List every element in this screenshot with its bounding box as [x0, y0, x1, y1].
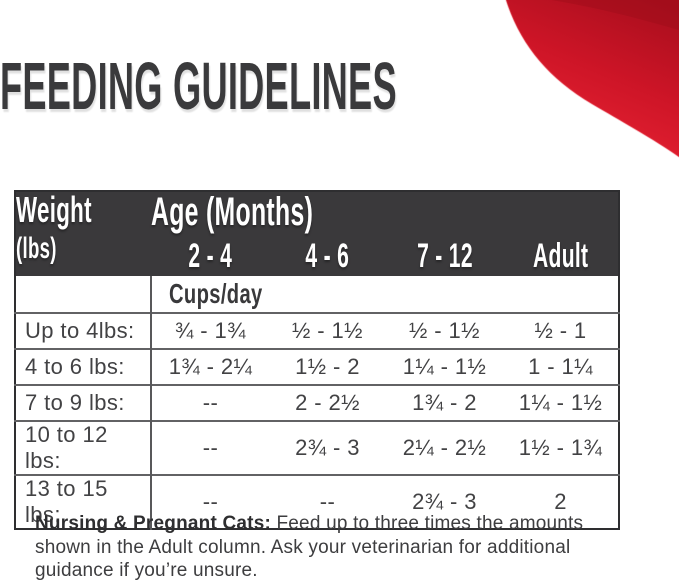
value-cell: ½ - 1½	[269, 312, 386, 349]
value-cell: 1½ - 1¾	[503, 420, 620, 475]
column-header-7-12: 7 - 12	[386, 237, 503, 276]
footnote-line3: guidance if you’re unsure.	[35, 560, 258, 581]
value-cell: --	[150, 384, 269, 421]
value-cell: 2 - 2½	[269, 384, 386, 421]
value-cell: 1½ - 2	[269, 348, 386, 385]
weight-header-line1: Weight	[16, 189, 92, 230]
table-row: 13 to 15 lbs: -- -- 2¾ - 3 2	[15, 474, 620, 529]
footnote-line2: shown in the Adult column. Ask your vete…	[35, 536, 571, 558]
value-cell: ½ - 1	[503, 312, 620, 349]
weight-cell: 10 to 12 lbs:	[15, 420, 151, 475]
value-cell: 1¼ - 1½	[386, 348, 503, 385]
footnote-lead: Nursing & Pregnant Cats:	[35, 513, 271, 534]
empty-cell	[15, 276, 151, 313]
value-cell: 1 - 1¼	[503, 348, 620, 385]
column-header-4-6: 4 - 6	[269, 237, 386, 276]
weight-header-line2: (lbs)	[16, 232, 57, 265]
table-header: Weight (lbs) Age (Months) 2 - 4 4 - 6 7 …	[15, 191, 620, 276]
value-cell: 2¾ - 3	[269, 420, 386, 475]
weight-cell: 13 to 15 lbs:	[15, 474, 151, 529]
value-cell: 1¼ - 1½	[503, 384, 620, 421]
column-header-2-4: 2 - 4	[151, 237, 269, 276]
footnote: Nursing & Pregnant Cats: Feed up to thre…	[35, 512, 655, 583]
table-row: 10 to 12 lbs: -- 2¾ - 3 2¼ - 2½ 1½ - 1¾	[15, 420, 620, 475]
value-cell: 2	[503, 474, 620, 529]
weight-cell: 4 to 6 lbs:	[15, 348, 151, 385]
value-cell: --	[269, 474, 386, 529]
feeding-table: Weight (lbs) Age (Months) 2 - 4 4 - 6 7 …	[14, 190, 621, 530]
value-cell: ½ - 1½	[386, 312, 503, 349]
column-header-adult: Adult	[503, 237, 620, 276]
page-title-text: FEEDING GUIDELINES	[0, 49, 397, 124]
value-cell: --	[150, 474, 269, 529]
value-cell: --	[150, 420, 269, 475]
units-row: Cups/day	[15, 276, 620, 313]
header-row-top: Weight (lbs) Age (Months)	[15, 191, 620, 276]
table-row: Up to 4lbs: ¾ - 1¾ ½ - 1½ ½ - 1½ ½ - 1	[15, 312, 620, 349]
red-swoosh-decoration	[505, 0, 679, 158]
value-cell: 1¾ - 2¼	[150, 348, 269, 385]
value-cell: 1¾ - 2	[386, 384, 503, 421]
footnote-line1: Feed up to three times the amounts	[271, 513, 584, 534]
weight-cell: 7 to 9 lbs:	[15, 384, 151, 421]
table-row: 7 to 9 lbs: -- 2 - 2½ 1¾ - 2 1¼ - 1½	[15, 384, 620, 421]
age-months-header: Age (Months)	[151, 191, 620, 237]
value-cell: ¾ - 1¾	[150, 312, 269, 349]
weight-cell: Up to 4lbs:	[15, 312, 151, 349]
value-cell: 2¼ - 2½	[386, 420, 503, 475]
header-row-columns: 2 - 4 4 - 6 7 - 12 Adult	[15, 237, 620, 276]
table-row: 4 to 6 lbs: 1¾ - 2¼ 1½ - 2 1¼ - 1½ 1 - 1…	[15, 348, 620, 385]
page-title: FEEDING GUIDELINES	[0, 50, 679, 124]
weight-column-header: Weight (lbs)	[15, 191, 151, 276]
value-cell: 2¾ - 3	[386, 474, 503, 529]
table-body: Cups/day Up to 4lbs: ¾ - 1¾ ½ - 1½ ½ - 1…	[15, 276, 620, 529]
cups-per-day-label: Cups/day	[149, 276, 620, 313]
